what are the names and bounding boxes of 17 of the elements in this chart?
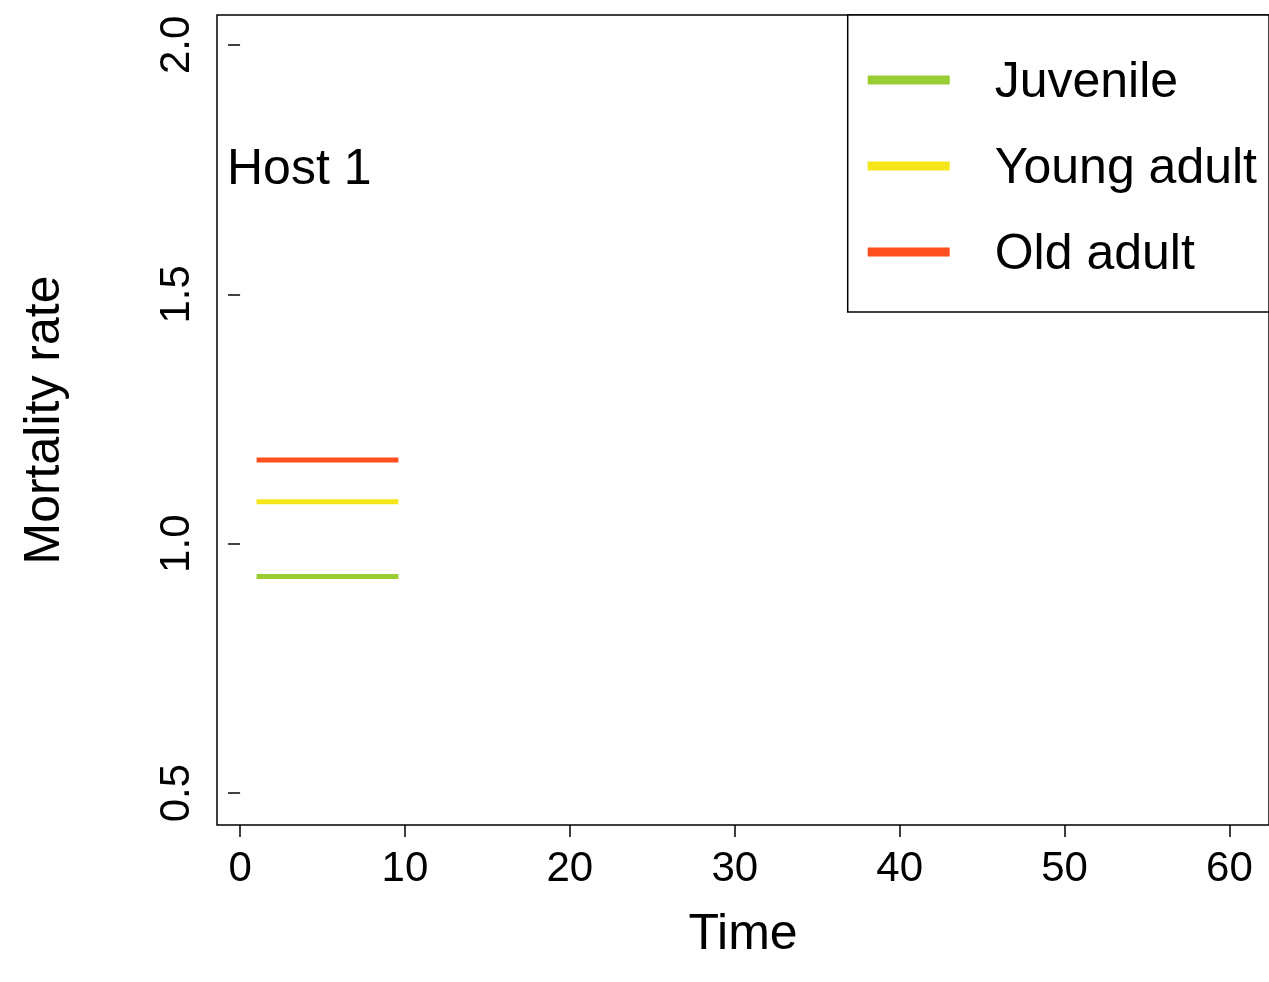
x-tick-label: 30 — [711, 842, 759, 890]
x-tick-label: 10 — [381, 842, 429, 890]
y-tick-label: 0.5 — [150, 763, 198, 823]
x-tick-label: 50 — [1041, 842, 1088, 890]
y-axis-title: Mortality rate — [14, 275, 70, 565]
y-tick-label: 1.0 — [150, 514, 198, 573]
x-axis-title: Time — [688, 904, 798, 960]
y-tick-label: 1.5 — [150, 265, 198, 324]
y-tick-label: 2.0 — [150, 15, 198, 75]
x-tick-label: 40 — [876, 842, 924, 890]
x-tick-label: 60 — [1206, 842, 1253, 890]
x-tick-label: 20 — [546, 842, 594, 890]
legend-label: Juvenile — [994, 52, 1179, 108]
annotation: Host 1 — [227, 139, 372, 195]
x-tick-label: 0 — [228, 842, 252, 890]
legend-label: Young adult — [994, 138, 1258, 194]
legend-label: Old adult — [994, 224, 1195, 280]
